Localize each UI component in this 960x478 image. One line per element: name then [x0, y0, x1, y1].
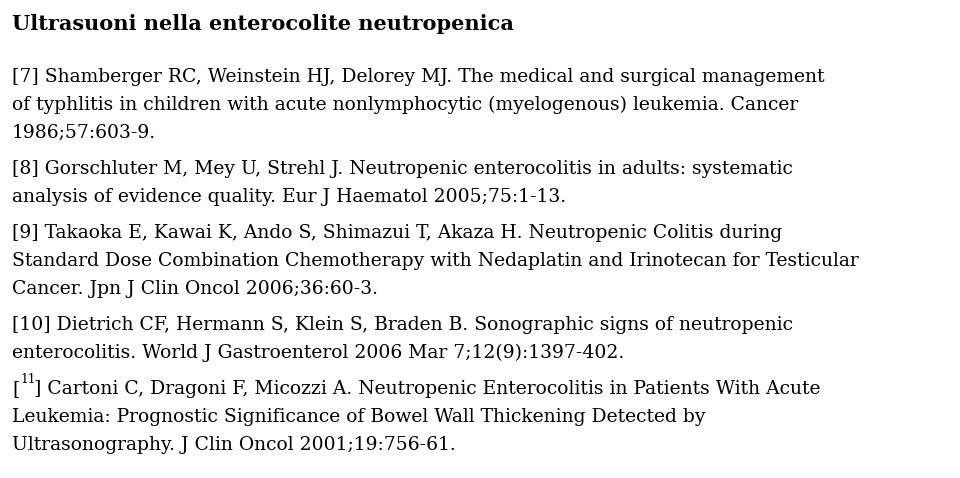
Text: of typhlitis in children with acute nonlymphocytic (myelogenous) leukemia. Cance: of typhlitis in children with acute nonl… — [12, 96, 799, 114]
Text: [9] Takaoka E, Kawai K, Ando S, Shimazui T, Akaza H. Neutropenic Colitis during: [9] Takaoka E, Kawai K, Ando S, Shimazui… — [12, 224, 782, 242]
Text: 11: 11 — [20, 373, 36, 386]
Text: Cancer. Jpn J Clin Oncol 2006;36:60-3.: Cancer. Jpn J Clin Oncol 2006;36:60-3. — [12, 280, 378, 298]
Text: [: [ — [12, 380, 19, 398]
Text: Standard Dose Combination Chemotherapy with Nedaplatin and Irinotecan for Testic: Standard Dose Combination Chemotherapy w… — [12, 252, 859, 270]
Text: 1986;57:603-9.: 1986;57:603-9. — [12, 124, 156, 142]
Text: [7] Shamberger RC, Weinstein HJ, Delorey MJ. The medical and surgical management: [7] Shamberger RC, Weinstein HJ, Delorey… — [12, 68, 825, 86]
Text: Ultrasonography. J Clin Oncol 2001;19:756-61.: Ultrasonography. J Clin Oncol 2001;19:75… — [12, 436, 456, 454]
Text: analysis of evidence quality. Eur J Haematol 2005;75:1-13.: analysis of evidence quality. Eur J Haem… — [12, 188, 566, 206]
Text: Ultrasuoni nella enterocolite neutropenica: Ultrasuoni nella enterocolite neutropeni… — [12, 14, 514, 34]
Text: enterocolitis. World J Gastroenterol 2006 Mar 7;12(9):1397-402.: enterocolitis. World J Gastroenterol 200… — [12, 344, 624, 362]
Text: [10] Dietrich CF, Hermann S, Klein S, Braden B. Sonographic signs of neutropenic: [10] Dietrich CF, Hermann S, Klein S, Br… — [12, 316, 793, 334]
Text: [8] Gorschluter M, Mey U, Strehl J. Neutropenic enterocolitis in adults: systema: [8] Gorschluter M, Mey U, Strehl J. Neut… — [12, 160, 793, 178]
Text: ] Cartoni C, Dragoni F, Micozzi A. Neutropenic Enterocolitis in Patients With Ac: ] Cartoni C, Dragoni F, Micozzi A. Neutr… — [34, 380, 821, 398]
Text: Leukemia: Prognostic Significance of Bowel Wall Thickening Detected by: Leukemia: Prognostic Significance of Bow… — [12, 408, 706, 426]
